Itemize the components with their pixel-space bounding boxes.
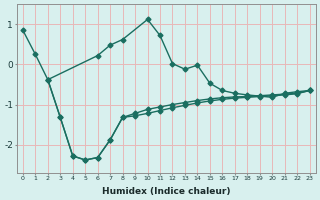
X-axis label: Humidex (Indice chaleur): Humidex (Indice chaleur) xyxy=(102,187,230,196)
